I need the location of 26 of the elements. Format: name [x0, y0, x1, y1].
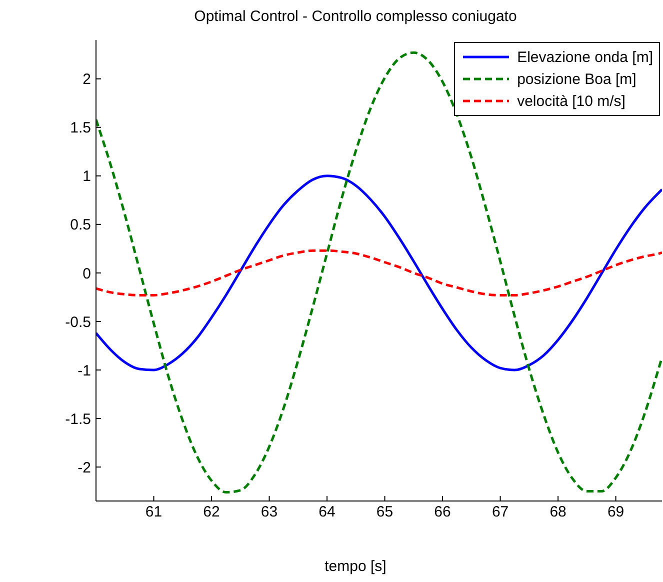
legend-label: velocità [10 m/s]	[517, 92, 626, 110]
x-tick-label: 62	[203, 504, 220, 521]
line-series	[96, 51, 662, 494]
y-tick-label: 2	[82, 71, 91, 88]
legend-label: Elevazione onda [m]	[517, 48, 653, 66]
x-tick-label: 69	[607, 504, 624, 521]
y-tick-label: 1	[82, 168, 91, 186]
line-series	[96, 249, 662, 296]
x-tick-label: 67	[492, 504, 509, 521]
x-tick-label: 66	[434, 504, 451, 521]
line-series	[96, 174, 662, 372]
x-tick-label: 65	[376, 504, 394, 521]
x-tick-label: 61	[145, 504, 162, 521]
y-tick-label: 0.5	[70, 216, 91, 234]
x-axis-title: tempo [s]	[324, 558, 388, 575]
x-tick-label: 64	[318, 504, 336, 521]
y-tick-label: 1.5	[70, 120, 91, 137]
x-tick-label: 68	[550, 504, 566, 521]
legend-label: posizione Boa [m]	[517, 70, 636, 88]
y-tick-label: 0	[82, 265, 91, 282]
y-tick-label: -1	[78, 362, 91, 380]
y-tick-label: -2	[78, 459, 91, 476]
y-tick-label: -1.5	[65, 410, 91, 428]
chart-title: Optimal Control - Controllo complesso coniugato	[193, 8, 518, 25]
x-tick-label: 63	[260, 504, 278, 521]
y-tick-label: -0.5	[65, 314, 91, 331]
